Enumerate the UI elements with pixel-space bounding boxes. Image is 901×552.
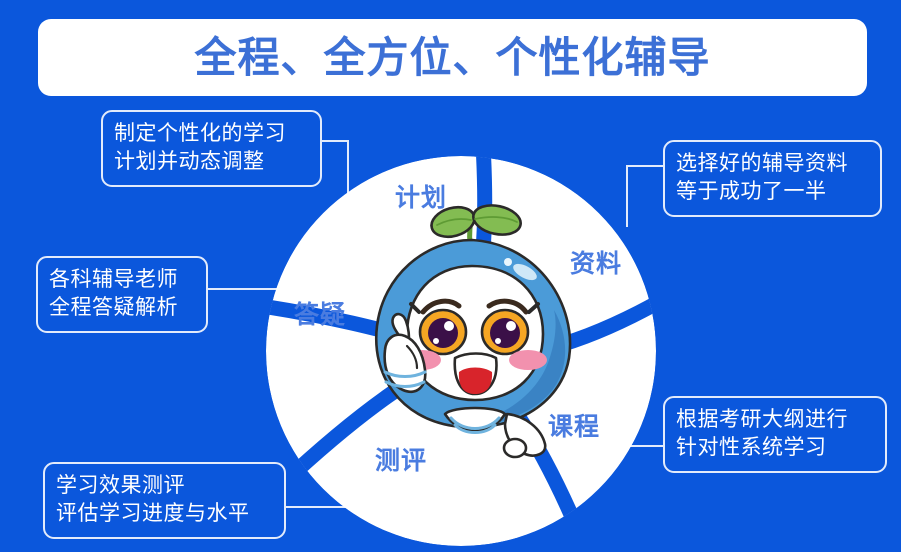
callout-test-line1: 学习效果测评 (56, 474, 185, 497)
callout-data-line2: 等于成功了一半 (676, 179, 827, 203)
callout-qa-line1: 各科辅导老师 (49, 268, 178, 291)
callout-qa-line2: 全程答疑解析 (49, 295, 178, 319)
callout-course-line2: 针对性系统学习 (676, 435, 827, 459)
callout-data-line1: 选择好的辅导资料 (676, 152, 848, 175)
callout-qa[interactable]: 各科辅导老师 全程答疑解析 (36, 256, 208, 333)
connector-test-horizontal (286, 506, 372, 508)
wheel-label-test: 测评 (375, 447, 428, 475)
blueberry-mascot-icon (349, 200, 595, 460)
connector-plan-horizontal (322, 140, 349, 142)
callout-plan[interactable]: 制定个性化的学习 计划并动态调整 (101, 110, 322, 187)
connector-plan-vertical (347, 140, 349, 204)
connector-course-horizontal (622, 445, 664, 447)
wheel-label-plan: 计划 (395, 184, 448, 212)
callout-data[interactable]: 选择好的辅导资料 等于成功了一半 (663, 140, 882, 217)
connector-qa-horizontal (208, 288, 283, 290)
callout-test[interactable]: 学习效果测评 评估学习进度与水平 (43, 462, 286, 539)
callout-test-line2: 评估学习进度与水平 (56, 501, 250, 525)
title-banner: 全程、全方位、个性化辅导 (38, 19, 867, 96)
wheel-label-course: 课程 (548, 413, 601, 441)
callout-course[interactable]: 根据考研大纲进行 针对性系统学习 (663, 396, 887, 473)
callout-plan-line1: 制定个性化的学习 (114, 122, 286, 145)
connector-data-vertical (626, 165, 628, 227)
callout-plan-line2: 计划并动态调整 (114, 149, 265, 173)
page-title: 全程、全方位、个性化辅导 (194, 33, 711, 81)
wheel-label-qa: 答疑 (294, 301, 347, 329)
callout-course-line1: 根据考研大纲进行 (676, 408, 848, 431)
connector-data-horizontal (626, 165, 664, 167)
wheel-label-data: 资料 (570, 250, 623, 278)
